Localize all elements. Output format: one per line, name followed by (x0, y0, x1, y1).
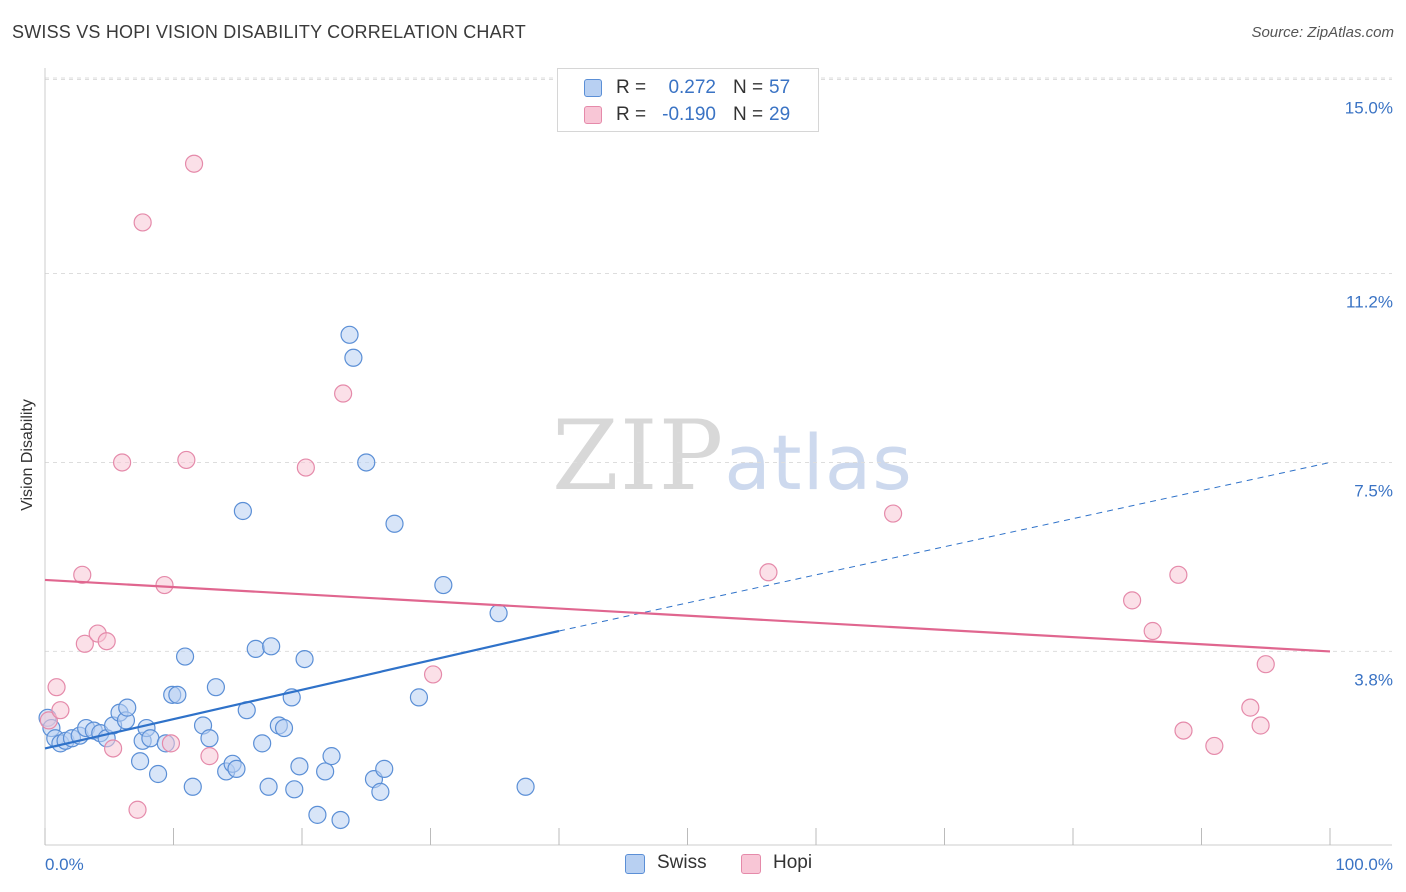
swiss-n-value: 57 (769, 77, 791, 98)
swiss-point (118, 698, 137, 717)
swiss-point (489, 604, 508, 623)
hopi-swatch (584, 106, 602, 124)
hopi-n-label: N = (733, 104, 764, 125)
swiss-point (246, 639, 265, 658)
swiss-point (130, 752, 150, 771)
swiss-r-label: R = (616, 77, 647, 98)
swiss-r-value: 0.272 (668, 77, 716, 98)
swiss-legend-swatch (625, 854, 645, 874)
swiss-point (434, 575, 453, 595)
hopi-point (1174, 721, 1193, 740)
swiss-point (371, 782, 390, 801)
x-tick-label-max: 100.0% (1335, 855, 1393, 874)
swiss-point (316, 762, 335, 781)
swiss-point (175, 647, 195, 666)
hopi-point (296, 458, 315, 477)
hopi-point (73, 565, 92, 584)
hopi-point (128, 800, 147, 819)
swiss-swatch (584, 79, 602, 97)
swiss-point (141, 729, 160, 748)
hopi-point (1256, 655, 1275, 674)
swiss-point (183, 777, 202, 796)
trendlines (44, 461, 1331, 750)
swiss-point (200, 729, 219, 748)
hopi-point (423, 665, 443, 684)
swiss-point (274, 718, 294, 738)
swiss-point (331, 810, 350, 830)
swiss-point (295, 649, 314, 669)
swiss-point (409, 688, 429, 707)
hopi-point (51, 701, 70, 720)
chart-title: SWISS VS HOPI VISION DISABILITY CORRELAT… (12, 22, 526, 42)
swiss-legend-label: Swiss (657, 852, 707, 873)
hopi-r-label: R = (616, 104, 647, 125)
x-tick-label-min: 0.0% (45, 855, 84, 874)
swiss-point (285, 780, 304, 799)
y-tick-label: 11.2% (1346, 293, 1393, 312)
tick-labels: 3.8% 7.5% 11.2% 15.0% 0.0% 100.0% (45, 98, 1393, 874)
hopi-point (112, 453, 132, 472)
hopi-point (47, 678, 66, 697)
hopi-legend-swatch (741, 854, 761, 874)
hopi-point (1143, 621, 1162, 641)
swiss-point (344, 348, 363, 367)
hopi-point (104, 739, 123, 758)
y-tick-label: 15.0% (1345, 98, 1393, 117)
watermark-zip: ZIP (552, 400, 725, 512)
legend-row-swiss: R = 0.272 N = 57 (558, 75, 818, 103)
hopi-point (39, 711, 58, 730)
swiss-point (148, 764, 168, 784)
swiss-point (233, 501, 252, 521)
hopi-point (759, 563, 778, 582)
swiss-point (357, 453, 376, 472)
hopi-legend-label: Hopi (773, 852, 813, 873)
legend-row-hopi: R = -0.190 N = 29 (558, 102, 818, 130)
hopi-point (1169, 565, 1188, 584)
gridlines (45, 77, 1392, 652)
swiss-point (253, 734, 272, 753)
hopi-point (883, 504, 903, 523)
bottom-legend-hopi: Hopi (741, 852, 831, 876)
swiss-point (206, 678, 226, 697)
swiss-n-label: N = (733, 77, 764, 98)
hopi-r-value: -0.190 (662, 104, 716, 125)
hopi-point (184, 154, 204, 173)
hopi-point (1251, 716, 1270, 735)
swiss-point (290, 757, 309, 776)
y-tick-label: 3.8% (1354, 670, 1393, 689)
hopi-point (1123, 591, 1142, 610)
hopi-point (161, 734, 181, 753)
hopi-point (133, 213, 152, 232)
swiss-point (516, 777, 535, 796)
swiss-point (308, 805, 327, 824)
swiss-point (168, 685, 187, 704)
swiss-point (375, 759, 394, 778)
swiss-point (340, 325, 359, 344)
hopi-point (1205, 736, 1224, 756)
hopi-point (334, 384, 353, 403)
hopi-point (97, 632, 116, 651)
swiss-point (262, 637, 281, 656)
swiss-point (322, 747, 341, 766)
hopi-trendline (44, 578, 1331, 653)
swiss-trendline (44, 629, 560, 750)
hopi-point (155, 575, 174, 595)
bottom-legend-swiss: Swiss (625, 852, 725, 876)
legend-box: R = 0.272 N = 57 R = -0.190 N = 29 (557, 68, 819, 132)
swiss-point (259, 777, 278, 796)
hopi-n-value: 29 (769, 104, 791, 125)
source-credit: Source: ZipAtlas.com (1251, 24, 1394, 41)
y-tick-label: 7.5% (1354, 481, 1393, 500)
swiss-points (38, 325, 535, 830)
hopi-point (177, 450, 196, 470)
hopi-point (1241, 698, 1260, 717)
swiss-point (385, 514, 404, 533)
hopi-points (39, 154, 1275, 819)
swiss-trendline-extension (558, 461, 1331, 632)
hopi-point (200, 747, 219, 766)
swiss-point (227, 759, 246, 778)
hopi-point (75, 634, 94, 653)
